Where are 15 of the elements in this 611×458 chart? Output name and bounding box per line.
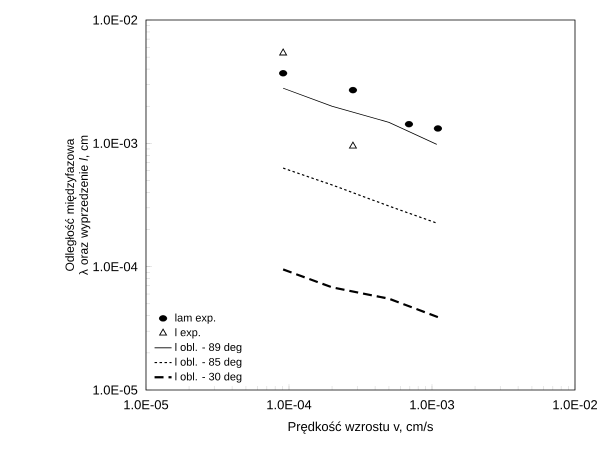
x-tick-label: 1.0E-04 bbox=[267, 400, 312, 410]
x-axis-title: Prędkość wzrostu v, cm/s bbox=[288, 422, 433, 434]
y-tick-label: 1.0E-03 bbox=[93, 138, 138, 148]
y-tick-label: 1.0E-04 bbox=[93, 262, 138, 272]
x-tick-label: 1.0E-02 bbox=[553, 400, 598, 410]
x-tick-label: 1.0E-03 bbox=[410, 400, 454, 410]
legend-label: l obl. - 30 deg bbox=[175, 372, 242, 383]
y-tick-label: 1.0E-05 bbox=[93, 385, 138, 395]
y-tick-label: 1.0E-02 bbox=[93, 15, 138, 25]
legend-label: l obl. - 89 deg bbox=[175, 342, 242, 354]
legend-label: l exp. bbox=[175, 328, 200, 338]
x-tick-label: 1.0E-05 bbox=[124, 400, 168, 410]
y-axis-title: Odległość międzyfazowa λ oraz wyprzedzenie l, cm bbox=[65, 136, 90, 276]
legend-label: lam exp. bbox=[175, 314, 216, 324]
legend-label: l obl. - 85 deg bbox=[175, 358, 242, 368]
